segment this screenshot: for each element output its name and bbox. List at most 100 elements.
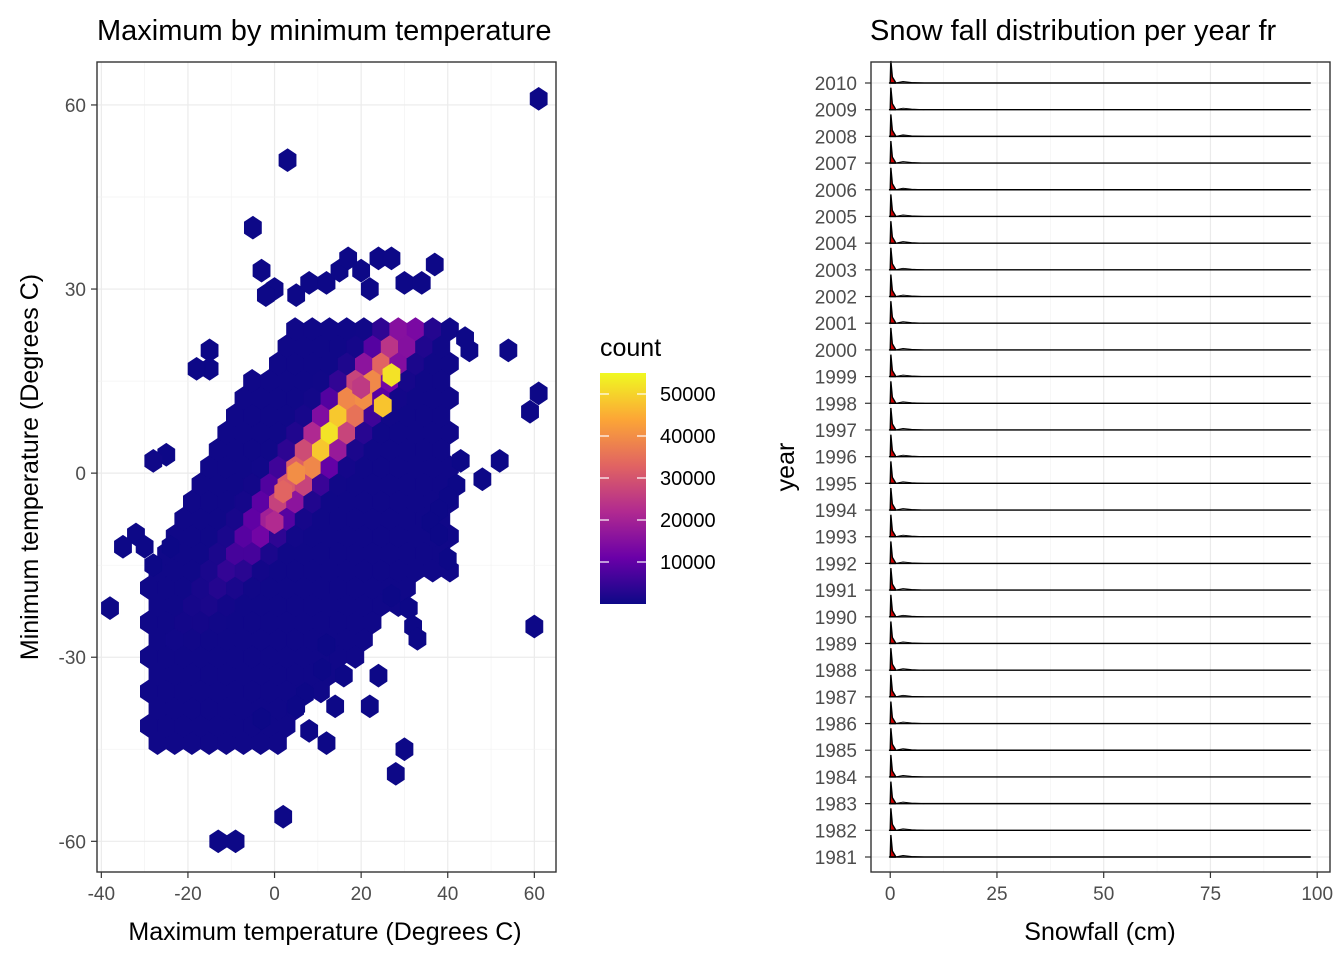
y-tick-label-right: 1983 (815, 795, 857, 816)
ridge-1989 (888, 621, 1311, 645)
ridge-2009 (888, 87, 1311, 111)
hexbin-cell (265, 510, 284, 535)
ridge-2006 (888, 167, 1311, 191)
hexbin-cell (339, 246, 358, 271)
hexbin-cell (243, 215, 262, 240)
y-tick-label-right: 2004 (815, 234, 858, 255)
ridge-2008 (888, 114, 1311, 138)
hexbin-cell (187, 356, 206, 381)
x-tick-label-right: 75 (1200, 884, 1221, 905)
ridge-1993 (888, 514, 1311, 538)
legend-break-label: 10000 (660, 552, 716, 574)
hexbin-cell (451, 449, 470, 473)
y-tick-label-right: 2007 (815, 154, 857, 175)
x-tick-label-right: 100 (1301, 884, 1333, 905)
hexbin-cell (313, 657, 332, 682)
y-tick-label-right: 1996 (815, 448, 857, 469)
axes-left: -40 -20 0 20 40 60 -60 -30 0 30 60 (59, 96, 545, 905)
chart-title-left: Maximum by minimum temperature (97, 15, 551, 47)
y-tick-label-right: 1989 (815, 634, 857, 655)
plot-border-left (96, 61, 557, 873)
ridge-2007 (888, 141, 1311, 164)
hexbin-cell (278, 148, 297, 173)
ridgeline-chart: Snow fall distribution per year fr 0 25 50… (772, 15, 1333, 946)
y-tick-label-right: 1986 (815, 715, 857, 736)
hexbin-cell (382, 246, 401, 271)
legend-title: count (600, 334, 661, 362)
hexbin-cell (529, 381, 548, 406)
hexbin-cell (360, 694, 379, 719)
chart-title-right: Snow fall distribution per year fr (870, 15, 1277, 47)
y-tick-label-left: 30 (65, 280, 86, 301)
hexbin-cell (382, 363, 401, 387)
y-tick-label-right: 1993 (815, 528, 857, 549)
x-tick-label-left: -20 (174, 884, 201, 905)
hexbin-cell (408, 626, 427, 651)
y-tick-label-right: 2009 (815, 101, 857, 122)
ridge-1988 (888, 648, 1311, 671)
ridge-2001 (888, 301, 1311, 324)
y-tick-label-right: 2010 (815, 74, 857, 95)
hexbin-cell (114, 534, 132, 559)
x-tick-label-left: 60 (524, 884, 545, 905)
ridge-2005 (888, 194, 1311, 218)
ridge-1996 (888, 434, 1311, 458)
x-tick-label-right: 0 (885, 884, 896, 905)
hexbin-cell (101, 596, 119, 620)
y-tick-label-right: 1985 (815, 741, 857, 762)
ridge-1984 (888, 754, 1311, 778)
hexbin-cell (395, 737, 414, 762)
hexbin-cell (360, 277, 379, 301)
y-tick-label-right: 1990 (815, 608, 857, 629)
x-tick-label-right: 25 (986, 884, 1007, 905)
ridge-1986 (888, 701, 1311, 725)
hexbin-cell (274, 804, 293, 829)
hexbin-cell (135, 534, 154, 559)
hexbin-cell (317, 633, 336, 657)
ridge-1997 (888, 407, 1311, 431)
hexbin-cell (200, 338, 219, 363)
hexbin-cell (490, 449, 509, 473)
hexbin-cell (430, 522, 448, 547)
ridgelines (888, 60, 1311, 858)
y-tick-label-right: 1998 (815, 394, 857, 415)
ridge-2000 (888, 327, 1311, 351)
hexbin-cell (144, 449, 163, 473)
hexbin-cell (412, 271, 431, 295)
ridge-1982 (888, 808, 1311, 832)
y-tick-label-right: 1987 (815, 688, 857, 709)
hexbin-cell (352, 258, 371, 283)
x-tick-label-left: 0 (269, 884, 280, 905)
y-tick-label-right: 1982 (815, 821, 857, 842)
hexbin-cell (287, 694, 306, 719)
ridge-1987 (888, 674, 1311, 698)
ridge-2010 (888, 60, 1311, 84)
plot-border-right (870, 61, 1331, 873)
legend-break-label: 30000 (660, 468, 716, 490)
hexbin-cell (144, 553, 163, 578)
hexbin-cell (161, 534, 180, 559)
y-tick-label-right: 2002 (815, 288, 857, 309)
y-tick-label-left: 60 (65, 96, 86, 117)
hexbin-cell (252, 706, 271, 731)
y-tick-label-left: 0 (75, 464, 86, 485)
ridge-2002 (888, 274, 1311, 298)
hexbin-cell (334, 663, 353, 688)
legend-break-label: 40000 (660, 426, 716, 448)
y-tick-label-right: 1992 (815, 554, 857, 575)
hexbin-cell (326, 694, 345, 719)
ridge-1990 (888, 594, 1311, 618)
hexbin-cell (252, 258, 271, 283)
hexbin-chart: Maximum by minimum temperature -40 -20 0 20… (16, 15, 557, 946)
ridge-1994 (888, 487, 1311, 511)
y-tick-label-right: 1995 (815, 474, 857, 495)
hexbin-cell (369, 663, 388, 688)
plot-panel-right (871, 62, 1330, 872)
hexbin-cell (525, 614, 544, 639)
hexbin-cell (499, 338, 518, 363)
y-tick-label-right: 1988 (815, 661, 857, 682)
y-tick-label-left: -30 (59, 648, 86, 669)
hexbin-cell (256, 283, 275, 308)
